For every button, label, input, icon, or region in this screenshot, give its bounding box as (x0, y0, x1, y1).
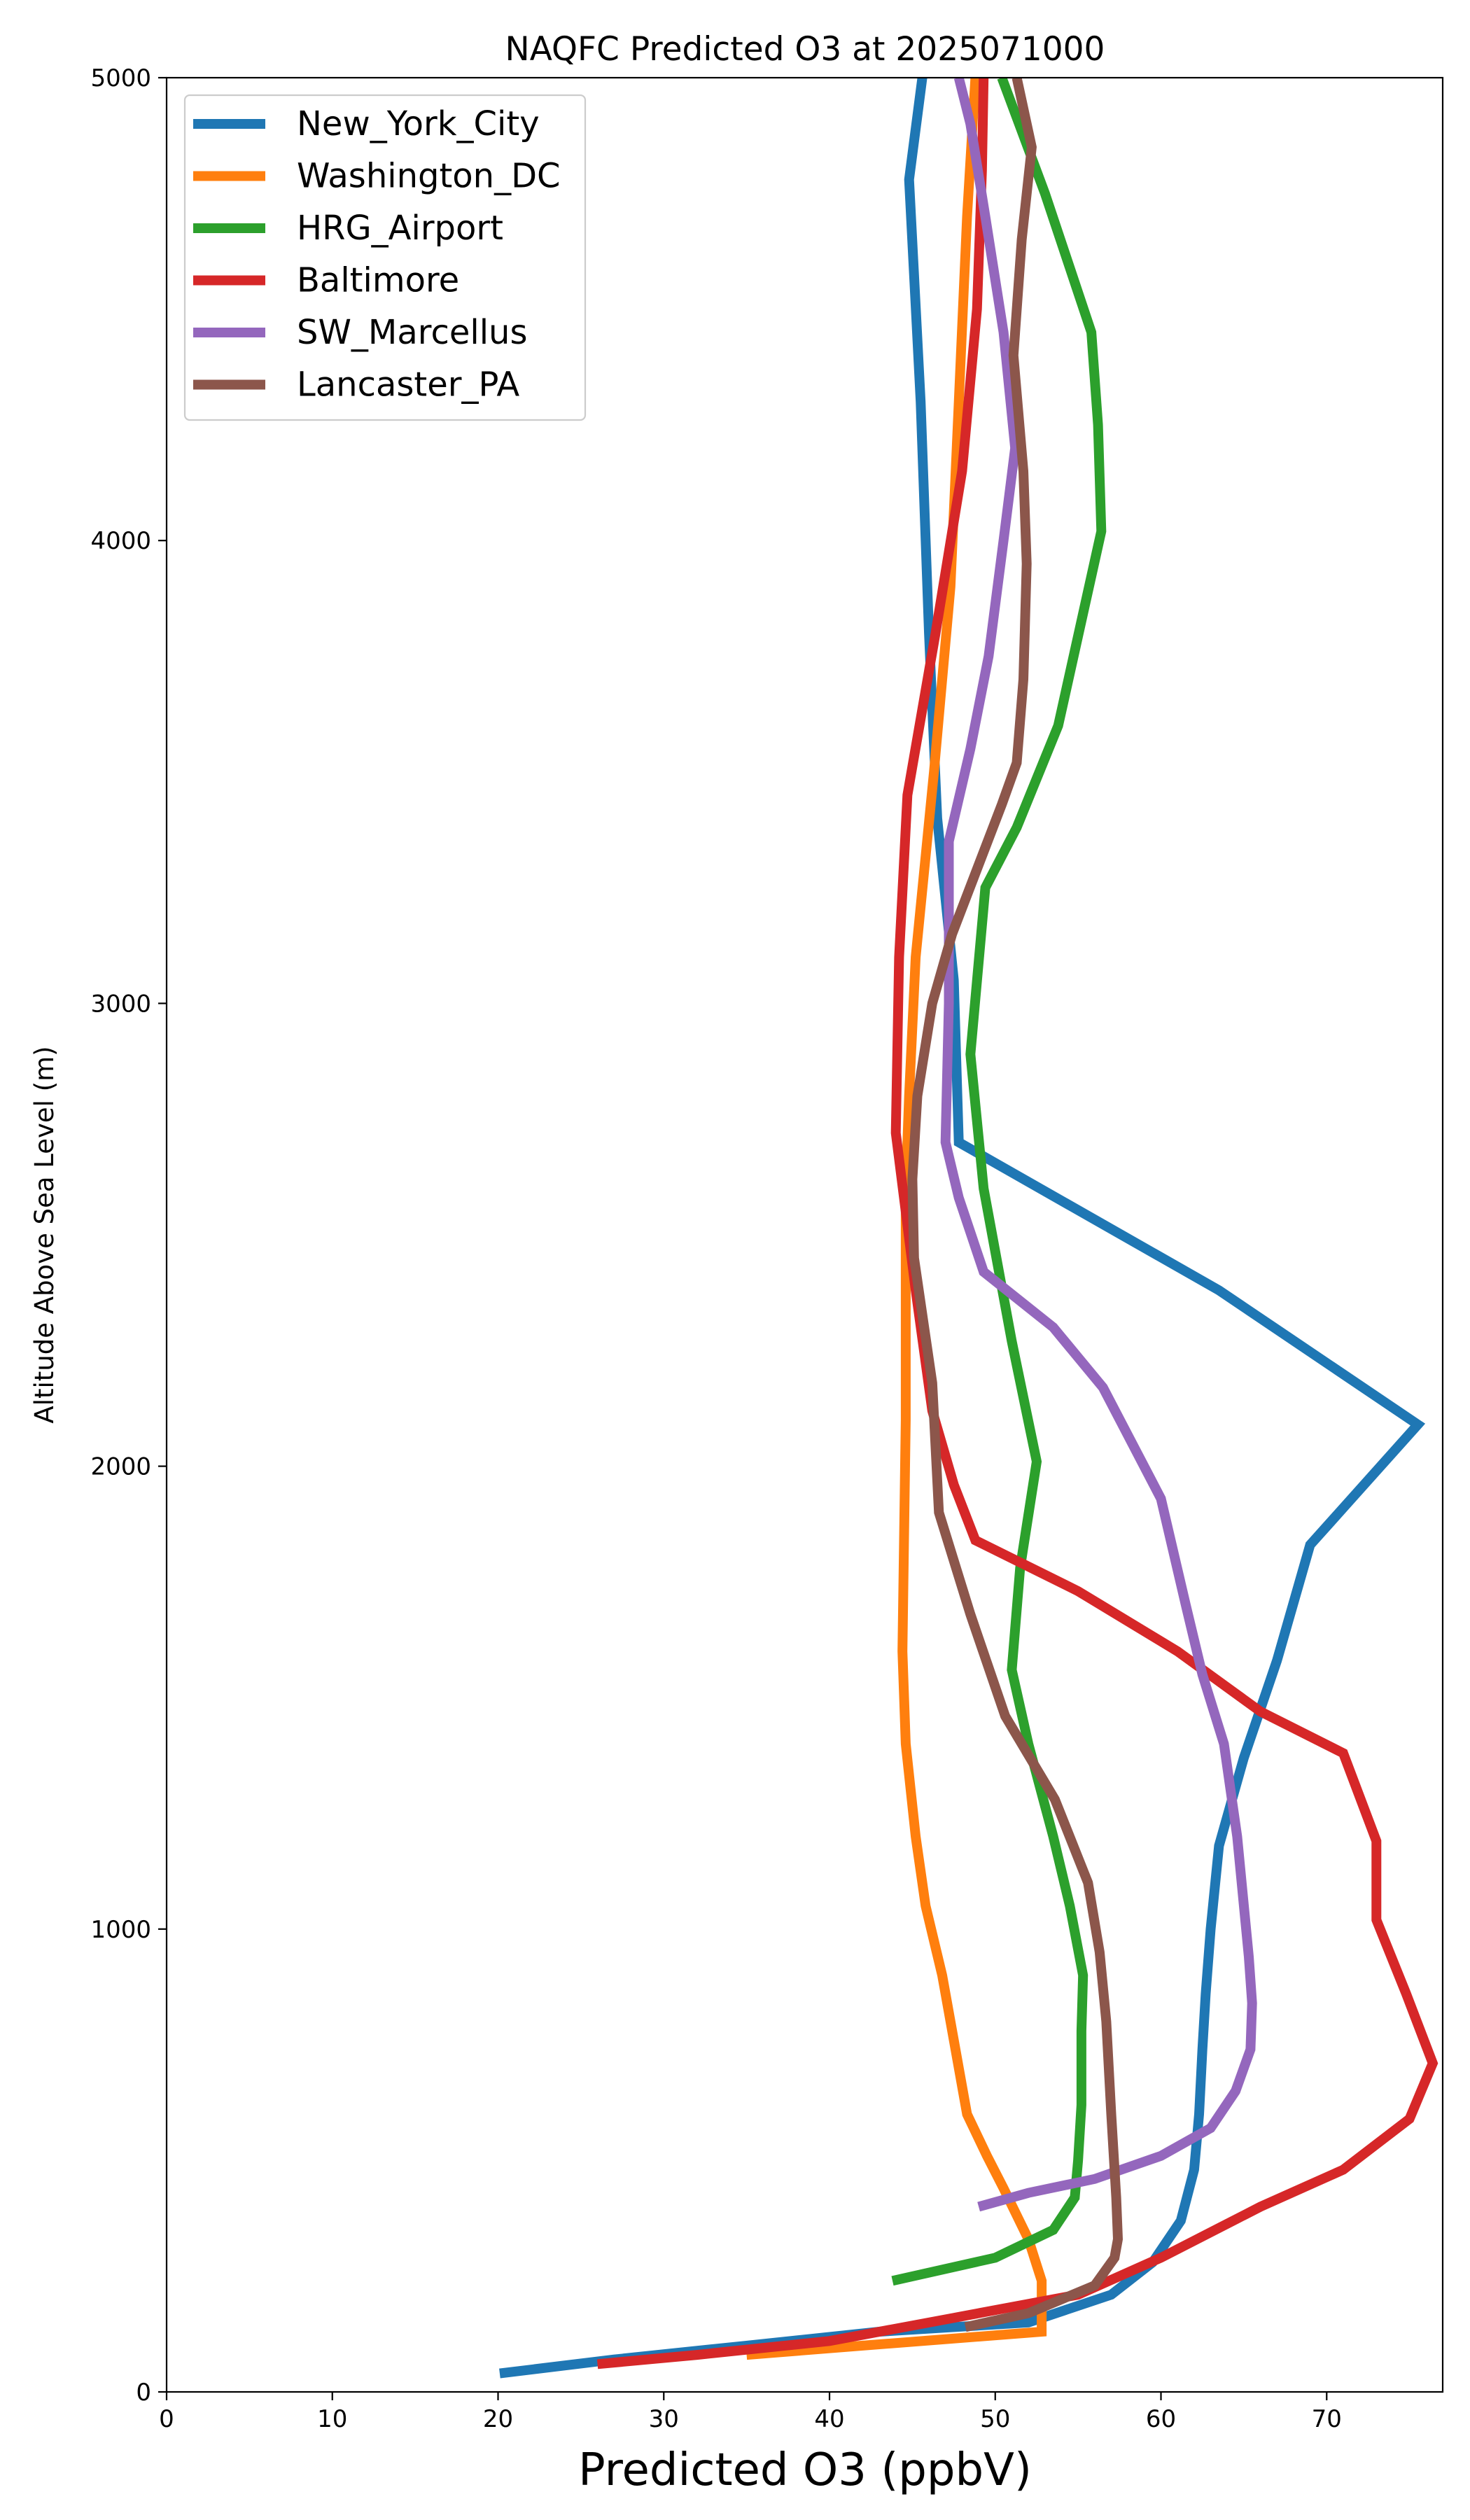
series-line-sw-marcellus (940, 78, 1257, 2212)
legend-label: SW_Marcellus (297, 313, 527, 352)
legend: New_York_City Washington_DC HRG_Airport Bal… (183, 94, 587, 421)
plot-frame (165, 76, 1444, 2393)
x-tick-label: 0 (159, 2405, 174, 2433)
series-line-washington-dc (746, 78, 1047, 2360)
series-line-lancaster-pa (907, 78, 1124, 2332)
legend-label: Baltimore (297, 261, 459, 300)
legend-label: Lancaster_PA (297, 365, 519, 405)
x-axis: 0 10 20 30 40 50 60 70 (159, 2392, 1342, 2433)
y-tick-label: 2000 (90, 1453, 151, 1481)
x-axis-label: Predicted O3 (ppbV) (578, 2444, 1032, 2496)
series-layer (499, 78, 1438, 2379)
legend-label: HRG_Airport (297, 209, 503, 248)
y-tick-label: 0 (136, 2379, 151, 2407)
series-line-hrg-airport (891, 78, 1107, 2286)
x-tick-label: 10 (317, 2405, 347, 2433)
y-tick-label: 5000 (90, 64, 151, 92)
x-tick-label: 30 (649, 2405, 679, 2433)
y-axis-label: Altitude Above Sea Level (m) (29, 1046, 59, 1423)
x-tick-label: 20 (483, 2405, 513, 2433)
y-axis: 0 1000 2000 3000 4000 5000 (90, 64, 167, 2407)
series-line-baltimore (596, 78, 1438, 2370)
x-tick-label: 70 (1312, 2405, 1342, 2433)
y-tick-label: 3000 (90, 990, 151, 1018)
x-tick-label: 60 (1146, 2405, 1176, 2433)
y-tick-label: 4000 (90, 527, 151, 555)
chart-title: NAQFC Predicted O3 at 2025071000 (505, 30, 1105, 69)
legend-box (183, 94, 587, 421)
x-tick-label: 50 (980, 2405, 1010, 2433)
x-tick-label: 40 (814, 2405, 844, 2433)
legend-label: New_York_City (297, 104, 540, 144)
y-tick-label: 1000 (90, 1916, 151, 1944)
legend-label: Washington_DC (297, 157, 561, 196)
